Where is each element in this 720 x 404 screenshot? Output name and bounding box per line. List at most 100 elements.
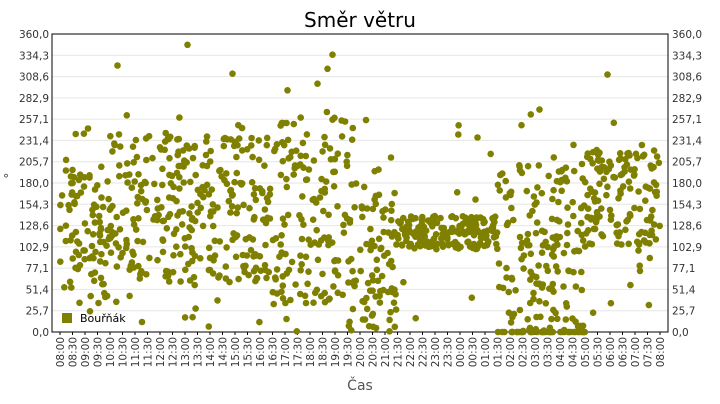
data-point bbox=[284, 87, 291, 94]
data-point bbox=[564, 204, 571, 211]
legend-swatch bbox=[62, 313, 72, 323]
data-point bbox=[170, 183, 177, 191]
data-point bbox=[538, 189, 546, 197]
data-point bbox=[615, 156, 623, 164]
data-point bbox=[530, 193, 538, 200]
data-point bbox=[88, 253, 96, 260]
x-tick-label: 09:30 bbox=[93, 337, 105, 367]
data-point bbox=[129, 143, 137, 150]
data-point bbox=[326, 145, 334, 152]
data-point bbox=[550, 186, 557, 194]
data-point bbox=[455, 122, 462, 129]
data-point bbox=[631, 166, 638, 173]
data-point bbox=[388, 200, 396, 208]
data-point bbox=[102, 259, 109, 267]
data-point bbox=[373, 256, 381, 264]
data-point bbox=[262, 219, 270, 227]
data-point bbox=[191, 144, 198, 151]
data-point bbox=[132, 136, 140, 144]
data-point bbox=[277, 241, 285, 248]
data-point bbox=[635, 188, 642, 195]
data-point bbox=[136, 275, 144, 282]
data-point bbox=[290, 171, 298, 178]
data-point bbox=[536, 106, 543, 113]
data-point bbox=[165, 213, 172, 221]
data-point bbox=[526, 299, 534, 307]
data-point bbox=[375, 235, 383, 243]
data-point bbox=[76, 171, 84, 178]
data-point bbox=[62, 237, 70, 245]
x-tick-label: 12:30 bbox=[168, 337, 180, 367]
data-point bbox=[228, 203, 236, 210]
y-tick-label-right: 128,6 bbox=[672, 221, 702, 233]
data-point bbox=[199, 162, 206, 169]
data-point bbox=[523, 187, 531, 195]
data-point bbox=[634, 154, 641, 162]
data-point bbox=[89, 211, 97, 219]
data-point bbox=[321, 189, 329, 196]
data-point bbox=[533, 273, 540, 281]
data-point bbox=[524, 241, 531, 249]
data-point bbox=[284, 136, 292, 144]
data-point bbox=[625, 240, 632, 248]
data-point bbox=[287, 296, 294, 304]
data-point bbox=[130, 221, 138, 228]
data-point bbox=[613, 221, 620, 229]
x-tick-label: 21:30 bbox=[393, 337, 405, 367]
data-point bbox=[369, 277, 377, 284]
data-point bbox=[607, 216, 615, 223]
data-point bbox=[562, 300, 570, 307]
data-point bbox=[570, 141, 577, 149]
data-point bbox=[123, 240, 131, 248]
data-point bbox=[81, 247, 88, 254]
data-point bbox=[231, 178, 238, 186]
data-point bbox=[577, 219, 585, 227]
data-point bbox=[571, 248, 578, 255]
data-point bbox=[183, 159, 190, 166]
data-point bbox=[438, 240, 446, 247]
data-point bbox=[452, 228, 460, 235]
data-point bbox=[329, 116, 336, 123]
data-point bbox=[593, 213, 600, 220]
y-tick-label-right: 77,1 bbox=[672, 263, 695, 275]
data-point bbox=[550, 245, 557, 253]
data-point bbox=[623, 218, 630, 225]
data-point bbox=[314, 256, 322, 264]
data-point bbox=[517, 244, 525, 252]
data-point bbox=[149, 154, 156, 162]
data-point bbox=[563, 241, 571, 249]
data-point bbox=[192, 305, 199, 312]
y-tick-label-right: 180,0 bbox=[672, 178, 702, 190]
data-point bbox=[426, 241, 434, 249]
data-point bbox=[103, 242, 110, 249]
data-point bbox=[223, 180, 231, 188]
data-point bbox=[392, 306, 400, 313]
data-point bbox=[143, 206, 151, 214]
data-point bbox=[292, 281, 299, 288]
data-point bbox=[277, 122, 285, 129]
data-point bbox=[66, 206, 73, 214]
data-point bbox=[226, 278, 233, 286]
data-point bbox=[251, 185, 259, 192]
data-point bbox=[550, 154, 558, 161]
data-point bbox=[232, 233, 239, 241]
data-point bbox=[419, 213, 426, 221]
data-point bbox=[303, 176, 311, 183]
data-point bbox=[242, 235, 250, 243]
data-point bbox=[604, 183, 611, 191]
data-point bbox=[229, 70, 236, 77]
data-point bbox=[494, 181, 502, 189]
data-point bbox=[159, 248, 167, 256]
data-point bbox=[369, 205, 377, 213]
data-point bbox=[330, 183, 338, 190]
data-point bbox=[127, 262, 134, 270]
data-point bbox=[90, 277, 98, 285]
data-point bbox=[363, 305, 371, 313]
data-point bbox=[558, 187, 565, 195]
data-point bbox=[380, 252, 388, 259]
y-tick-label: 180,0 bbox=[19, 178, 49, 190]
data-point bbox=[395, 218, 402, 225]
data-point bbox=[598, 231, 605, 238]
data-point bbox=[218, 173, 225, 180]
data-point bbox=[548, 251, 556, 258]
